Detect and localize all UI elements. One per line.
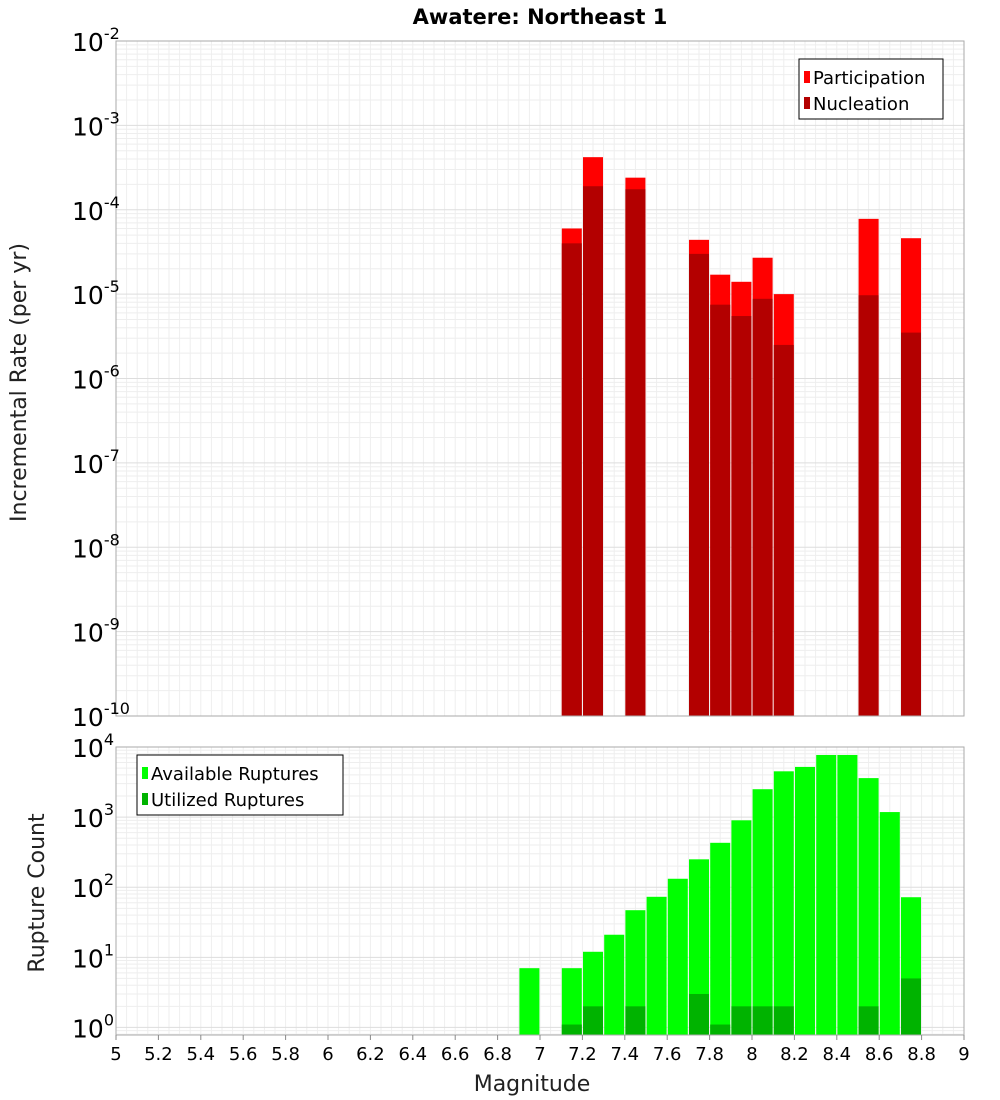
- rupture-count-bar-b: [625, 1006, 646, 1035]
- rupture-count-bar-b: [731, 1006, 752, 1035]
- incremental-rate-legend-label: Nucleation: [813, 94, 909, 115]
- incremental-rate-legend: Participation Nucleation: [798, 58, 944, 120]
- rupture-count-bar-b: [901, 978, 921, 1035]
- magnitude-x-tick-label: 5.8: [271, 1044, 300, 1065]
- magnitude-x-tick-label: 8.2: [780, 1044, 809, 1065]
- incremental-rate-bar-b: [625, 189, 646, 717]
- rupture-count-bar-b: [858, 1006, 879, 1035]
- rupture-count-bar-a: [625, 910, 646, 1035]
- incremental-rate-bar-b: [858, 295, 879, 716]
- incremental-rate-bar-b: [710, 304, 731, 716]
- magnitude-x-tick-label: 6.2: [356, 1044, 385, 1065]
- incremental-rate-bars: [561, 157, 921, 717]
- magnitude-x-tick-label: 5.2: [144, 1044, 173, 1065]
- magnitude-x-tick-label: 8.4: [822, 1044, 851, 1065]
- incremental-rate-bar-b: [689, 253, 709, 716]
- rupture-count-legend-box: [136, 754, 344, 816]
- rupture-count-bar-b: [561, 1024, 582, 1035]
- incremental-rate-y-tick-label: 10-10: [72, 699, 130, 732]
- incremental-rate-y-tick-label: 10-6: [72, 362, 120, 395]
- rupture-count-bar-a: [689, 859, 709, 1035]
- rupture-count-y-tick-label: 103: [72, 800, 114, 833]
- magnitude-x-ticks: 5 5.2 5.4 5.6 5.8 6 6.2 6.4 6.6 6.8 7 7.2 7.4 7.6 7.8 8…: [110, 1035, 970, 1065]
- rupture-count-panel: 100 101 102 103 104 5 5.2 5.4 5.6 5.8 6 6.2 6.4 6.6 6…: [25, 730, 970, 1097]
- incremental-rate-bar-b: [731, 316, 752, 716]
- rupture-count-bar-b: [773, 1006, 794, 1035]
- incremental-rate-bar-b: [583, 186, 603, 716]
- incremental-rate-y-tick-label: 10-8: [72, 530, 120, 563]
- magnitude-x-tick-label: 5.4: [186, 1044, 215, 1065]
- rupture-count-bar-a: [858, 778, 879, 1035]
- rupture-count-legend-swatch: [142, 793, 148, 805]
- rupture-count-bar-a: [646, 896, 667, 1035]
- magnitude-x-tick-label: 7.8: [695, 1044, 724, 1065]
- rupture-count-bar-a: [604, 934, 625, 1035]
- rupture-count-bar-b: [583, 1006, 603, 1035]
- magnitude-x-tick-label: 8.8: [907, 1044, 936, 1065]
- rupture-count-bar-a: [731, 820, 752, 1035]
- rupture-count-bar-b: [710, 1024, 731, 1035]
- magnitude-x-tick-label: 7.2: [568, 1044, 597, 1065]
- incremental-rate-legend-box: [798, 58, 944, 120]
- magnitude-x-tick-label: 7.4: [610, 1044, 639, 1065]
- incremental-rate-bar-b: [773, 344, 794, 716]
- incremental-rate-plot-frame: [115, 40, 965, 717]
- incremental-rate-bar-b: [752, 298, 773, 716]
- magnitude-x-tick-label: 6.8: [483, 1044, 512, 1065]
- rupture-count-bar-a: [773, 771, 794, 1035]
- magnitude-x-tick-label: 6.4: [398, 1044, 427, 1065]
- magnitude-x-tick-label: 8.6: [865, 1044, 894, 1065]
- rupture-count-bar-b: [689, 993, 709, 1035]
- rupture-count-bar-a: [710, 842, 731, 1035]
- incremental-rate-y-tick-label: 10-4: [72, 193, 120, 226]
- rupture-count-bar-b: [752, 1006, 773, 1035]
- rupture-count-y-axis-label: Rupture Count: [25, 813, 50, 973]
- incremental-rate-y-tick-label: 10-5: [72, 277, 120, 310]
- rupture-count-legend: Available Ruptures Utilized Ruptures: [136, 754, 344, 816]
- incremental-rate-y-tick-label: 10-3: [72, 108, 120, 141]
- rupture-count-bar-a: [795, 766, 815, 1035]
- magnitude-x-tick-label: 7: [534, 1044, 545, 1065]
- rupture-count-bar-a: [752, 789, 773, 1035]
- rupture-count-legend-swatch: [142, 767, 148, 779]
- magnitude-x-axis-label: Magnitude: [474, 1072, 591, 1097]
- incremental-rate-y-axis-label: Incremental Rate (per yr): [7, 243, 32, 522]
- incremental-rate-grid: [115, 41, 965, 717]
- magnitude-x-tick-label: 6: [322, 1044, 333, 1065]
- incremental-rate-legend-label: Participation: [813, 68, 925, 89]
- rupture-count-bar-a: [837, 754, 858, 1035]
- rupture-count-y-tick-label: 104: [72, 730, 114, 763]
- incremental-rate-y-tick-label: 10-9: [72, 615, 120, 648]
- incremental-rate-bar-b: [561, 243, 582, 717]
- rupture-count-legend-label: Utilized Ruptures: [151, 790, 304, 811]
- incremental-rate-panel: 10-10 10-9 10-8 10-7 10-6 10-5 10-4 10-3 10-2 In…: [7, 24, 965, 732]
- incremental-rate-legend-swatch: [804, 97, 810, 109]
- incremental-rate-y-ticks: 10-10 10-9 10-8 10-7 10-6 10-5 10-4 10-3 10-2: [72, 24, 130, 732]
- incremental-rate-y-tick-label: 10-2: [72, 24, 120, 57]
- rupture-count-y-tick-label: 102: [72, 870, 114, 903]
- chart-title: Awatere: Northeast 1: [413, 5, 668, 29]
- rupture-count-bar-a: [816, 754, 837, 1035]
- rupture-count-bar-a: [879, 812, 900, 1035]
- magnitude-x-tick-label: 9: [958, 1044, 969, 1065]
- rupture-count-bars: [519, 754, 921, 1035]
- magnitude-x-tick-label: 5.6: [229, 1044, 258, 1065]
- rupture-count-y-ticks: 100 101 102 103 104: [72, 730, 114, 1043]
- rupture-count-bar-a: [561, 968, 582, 1035]
- magnitude-x-tick-label: 5: [110, 1044, 121, 1065]
- rupture-count-y-tick-label: 101: [72, 940, 114, 973]
- rupture-count-bar-a: [667, 878, 688, 1035]
- rupture-count-legend-label: Available Ruptures: [151, 764, 319, 785]
- magnitude-x-tick-label: 6.6: [441, 1044, 470, 1065]
- rupture-count-y-tick-label: 100: [72, 1010, 114, 1043]
- magnitude-x-tick-label: 7.6: [653, 1044, 682, 1065]
- magnitude-x-tick-label: 8: [746, 1044, 757, 1065]
- rupture-count-bar-a: [519, 968, 540, 1035]
- incremental-rate-legend-swatch: [804, 71, 810, 83]
- incremental-rate-bar-b: [901, 332, 921, 716]
- incremental-rate-y-tick-label: 10-7: [72, 446, 120, 479]
